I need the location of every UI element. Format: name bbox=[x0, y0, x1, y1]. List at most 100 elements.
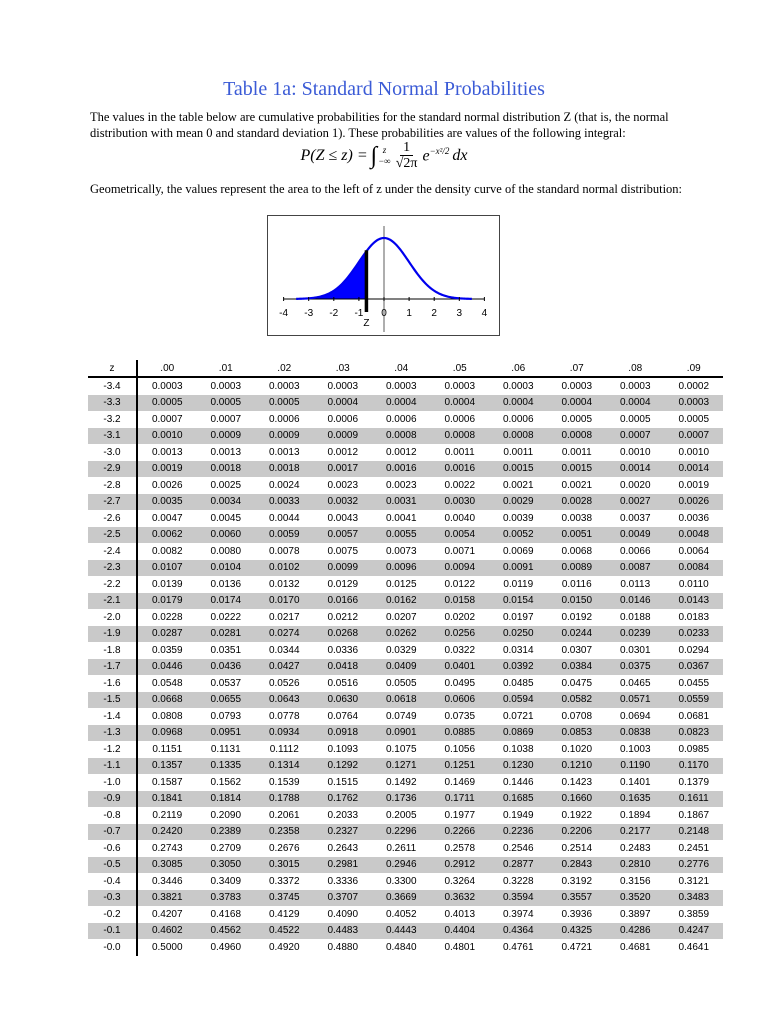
probability-cell: 0.1762 bbox=[313, 790, 372, 807]
geometric-paragraph: Geometrically, the values represent the … bbox=[90, 182, 683, 196]
integral-formula: P(Z ≤ z) = ∫ z −∞ 1 √2π e−x²/2 dx bbox=[0, 140, 768, 176]
probability-cell: 0.0606 bbox=[430, 691, 489, 708]
probability-cell: 0.0708 bbox=[561, 710, 593, 722]
probability-cell: 0.4960 bbox=[210, 941, 242, 953]
probability-cell: 0.0003 bbox=[444, 380, 476, 392]
lower-limit: −∞ bbox=[378, 156, 391, 166]
table-row: -1.7 0.0446 0.0436 0.0427 0.0418 0.0409 0.0401… bbox=[88, 658, 723, 675]
probability-cell: 0.0571 bbox=[606, 691, 665, 708]
probability-cell: 0.3632 bbox=[430, 889, 489, 906]
probability-cell: 0.2946 bbox=[372, 856, 431, 873]
z-value-cell: -2.7 bbox=[88, 493, 138, 510]
z-value-cell: -2.5 bbox=[88, 526, 138, 543]
probability-cell: 0.1112 bbox=[269, 743, 299, 755]
table-row: -3.2 0.0007 0.0007 0.0006 0.0006 0.0006 0.0006… bbox=[88, 411, 723, 428]
probability-cell: 0.0122 bbox=[444, 578, 476, 590]
probability-cell: 0.0035 bbox=[137, 493, 197, 510]
probability-cell: 0.0012 bbox=[327, 446, 359, 458]
probability-cell: 0.2148 bbox=[664, 823, 723, 840]
probability-cell: 0.1379 bbox=[678, 776, 710, 788]
probability-cell: 0.3594 bbox=[489, 889, 548, 906]
table-row: -1.1 0.1357 0.1335 0.1314 0.1292 0.1271 0.1251… bbox=[88, 757, 723, 774]
probability-cell: 0.0681 bbox=[678, 710, 710, 722]
probability-cell: 0.0091 bbox=[489, 559, 548, 576]
probability-cell: 0.2266 bbox=[430, 823, 489, 840]
probability-cell: 0.0080 bbox=[210, 545, 242, 557]
probability-cell: 0.0217 bbox=[268, 611, 300, 623]
z-value-cell: -1.3 bbox=[88, 724, 138, 741]
probability-cell: 0.0655 bbox=[196, 691, 255, 708]
probability-cell: 0.2912 bbox=[430, 856, 489, 873]
probability-cell: 0.0274 bbox=[255, 625, 314, 642]
z-value-cell: -1.2 bbox=[88, 741, 138, 758]
probability-cell: 0.0110 bbox=[678, 578, 709, 590]
probability-cell: 0.0020 bbox=[619, 479, 651, 491]
probability-cell: 0.3783 bbox=[196, 889, 255, 906]
probability-cell: 0.0047 bbox=[151, 512, 183, 524]
probability-cell: 0.1357 bbox=[137, 757, 197, 774]
z-value-cell: -0.4 bbox=[88, 873, 138, 890]
probability-cell: 0.0853 bbox=[547, 724, 606, 741]
z-value-cell: -3.3 bbox=[88, 394, 138, 411]
header-col: .08 bbox=[606, 360, 665, 378]
probability-cell: 0.0268 bbox=[313, 625, 372, 642]
probability-cell: 0.0003 bbox=[268, 380, 300, 392]
probability-cell: 0.0052 bbox=[489, 526, 548, 543]
probability-cell: 0.3336 bbox=[327, 875, 359, 887]
probability-cell: 0.4325 bbox=[547, 922, 606, 939]
probability-cell: 0.4641 bbox=[678, 941, 710, 953]
probability-cell: 0.1736 bbox=[372, 790, 431, 807]
probability-cell: 0.0041 bbox=[385, 512, 417, 524]
probability-cell: 0.1292 bbox=[313, 757, 372, 774]
probability-cell: 0.1949 bbox=[502, 809, 534, 821]
probability-cell: 0.0375 bbox=[606, 658, 665, 675]
probability-cell: 0.0015 bbox=[547, 460, 606, 477]
probability-cell: 0.2743 bbox=[151, 842, 183, 854]
probability-cell: 0.0025 bbox=[210, 479, 242, 491]
probability-cell: 0.0021 bbox=[502, 479, 534, 491]
table-row: -2.2 0.0139 0.0136 0.0132 0.0129 0.0125 0.0122… bbox=[88, 576, 723, 593]
probability-cell: 0.0068 bbox=[561, 545, 593, 557]
probability-cell: 0.0024 bbox=[268, 479, 300, 491]
probability-cell: 0.0162 bbox=[372, 592, 431, 609]
probability-cell: 0.0004 bbox=[430, 394, 489, 411]
probability-cell: 0.0392 bbox=[489, 658, 548, 675]
probability-cell: 0.0166 bbox=[313, 592, 372, 609]
probability-cell: 0.0102 bbox=[255, 559, 314, 576]
header-col: .03 bbox=[313, 360, 372, 378]
probability-cell: 0.1251 bbox=[430, 757, 489, 774]
probability-cell: 0.0004 bbox=[547, 394, 606, 411]
probability-cell: 0.0006 bbox=[502, 413, 534, 425]
probability-cell: 0.0013 bbox=[268, 446, 300, 458]
probability-cell: 0.4247 bbox=[664, 922, 723, 939]
probability-cell: 0.0301 bbox=[619, 644, 651, 656]
probability-cell: 0.3483 bbox=[664, 889, 723, 906]
probability-cell: 0.0384 bbox=[547, 658, 606, 675]
probability-cell: 0.0002 bbox=[678, 380, 710, 392]
probability-cell: 0.1814 bbox=[196, 790, 255, 807]
probability-cell: 0.0250 bbox=[489, 625, 548, 642]
z-value-cell: -0.5 bbox=[88, 856, 138, 873]
probability-cell: 0.0239 bbox=[606, 625, 665, 642]
z-value-cell: -3.4 bbox=[88, 377, 138, 395]
z-value-cell: -0.3 bbox=[88, 889, 138, 906]
probability-cell: 0.0003 bbox=[502, 380, 534, 392]
probability-cell: 0.0026 bbox=[151, 479, 183, 491]
table-row: -0.1 0.4602 0.4562 0.4522 0.4483 0.4443 0.4404… bbox=[88, 922, 723, 939]
probability-cell: 0.0968 bbox=[137, 724, 197, 741]
probability-cell: 0.0132 bbox=[268, 578, 300, 590]
probability-cell: 0.0314 bbox=[502, 644, 534, 656]
probability-cell: 0.3050 bbox=[196, 856, 255, 873]
probability-cell: 0.0017 bbox=[313, 460, 372, 477]
probability-cell: 0.0401 bbox=[430, 658, 489, 675]
probability-cell: 0.0222 bbox=[210, 611, 242, 623]
z-value-cell: -2.8 bbox=[88, 477, 138, 494]
probability-cell: 0.0475 bbox=[561, 677, 593, 689]
probability-cell: 0.1020 bbox=[561, 743, 593, 755]
probability-cell: 0.0005 bbox=[561, 413, 593, 425]
table-row: -3.1 0.0010 0.0009 0.0009 0.0009 0.0008 0.0008… bbox=[88, 427, 723, 444]
z-value-cell: -1.0 bbox=[88, 774, 138, 791]
probability-cell: 0.0113 bbox=[620, 578, 651, 590]
probability-cell: 0.4721 bbox=[561, 941, 593, 953]
probability-cell: 0.1841 bbox=[137, 790, 197, 807]
